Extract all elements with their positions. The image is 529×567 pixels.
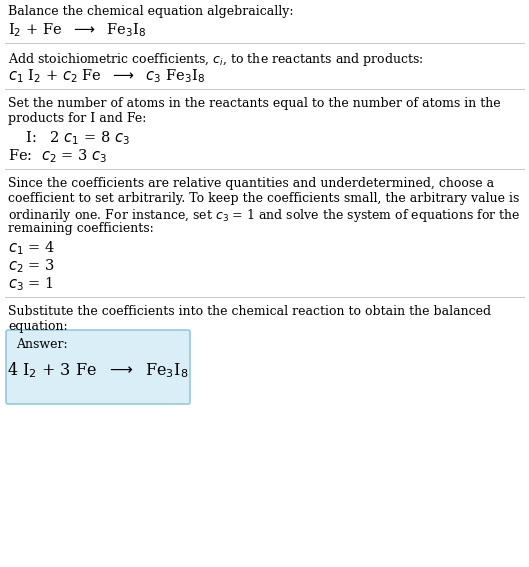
- Text: $c_2$ = 3: $c_2$ = 3: [8, 257, 55, 274]
- Text: 4 I$_2$ + 3 Fe  $\longrightarrow$  Fe$_3$I$_8$: 4 I$_2$ + 3 Fe $\longrightarrow$ Fe$_3$I…: [7, 360, 189, 380]
- Text: I$_2$ + Fe  $\longrightarrow$  Fe$_3$I$_8$: I$_2$ + Fe $\longrightarrow$ Fe$_3$I$_8$: [8, 21, 146, 39]
- Text: $c_1$ I$_2$ + $c_2$ Fe  $\longrightarrow$  $c_3$ Fe$_3$I$_8$: $c_1$ I$_2$ + $c_2$ Fe $\longrightarrow$…: [8, 67, 205, 84]
- Text: I:   2 $c_1$ = 8 $c_3$: I: 2 $c_1$ = 8 $c_3$: [16, 129, 130, 147]
- Text: equation:: equation:: [8, 320, 68, 333]
- Text: Add stoichiometric coefficients, $c_i$, to the reactants and products:: Add stoichiometric coefficients, $c_i$, …: [8, 51, 424, 68]
- Text: $c_1$ = 4: $c_1$ = 4: [8, 239, 55, 257]
- Text: remaining coefficients:: remaining coefficients:: [8, 222, 154, 235]
- Text: Fe:  $c_2$ = 3 $c_3$: Fe: $c_2$ = 3 $c_3$: [8, 147, 107, 164]
- Text: Set the number of atoms in the reactants equal to the number of atoms in the: Set the number of atoms in the reactants…: [8, 97, 500, 110]
- Text: coefficient to set arbitrarily. To keep the coefficients small, the arbitrary va: coefficient to set arbitrarily. To keep …: [8, 192, 519, 205]
- Text: Balance the chemical equation algebraically:: Balance the chemical equation algebraica…: [8, 5, 294, 18]
- Text: Answer:: Answer:: [16, 338, 68, 351]
- FancyBboxPatch shape: [6, 330, 190, 404]
- Text: Substitute the coefficients into the chemical reaction to obtain the balanced: Substitute the coefficients into the che…: [8, 305, 491, 318]
- Text: products for I and Fe:: products for I and Fe:: [8, 112, 147, 125]
- Text: $c_3$ = 1: $c_3$ = 1: [8, 275, 53, 293]
- Text: ordinarily one. For instance, set $c_3$ = 1 and solve the system of equations fo: ordinarily one. For instance, set $c_3$ …: [8, 207, 521, 224]
- Text: Since the coefficients are relative quantities and underdetermined, choose a: Since the coefficients are relative quan…: [8, 177, 494, 190]
